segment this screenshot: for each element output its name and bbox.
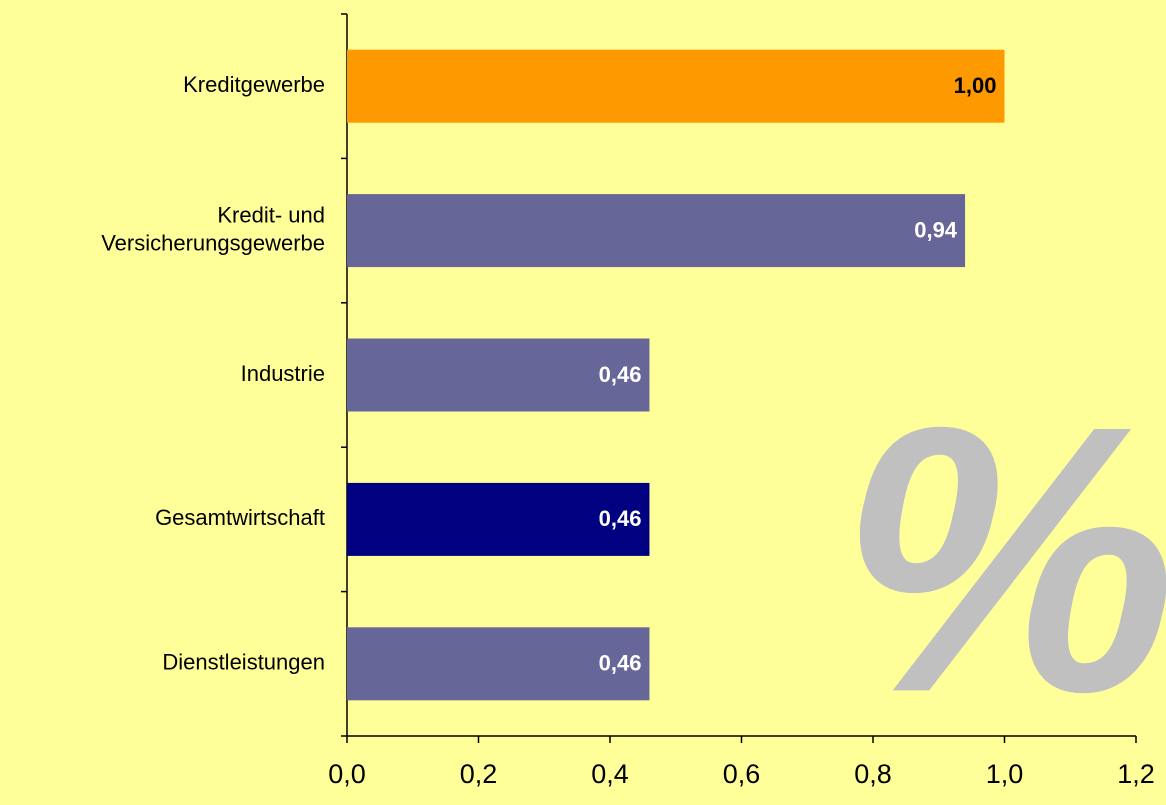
bar <box>347 194 966 268</box>
x-tick-label: 0,8 <box>854 759 892 789</box>
bar <box>347 338 650 412</box>
y-tick-label: Gesamtwirtschaft <box>155 505 325 530</box>
watermark: % <box>839 346 1166 771</box>
y-tick-label: Kreditgewerbe <box>183 72 325 97</box>
label-line: Versicherungsgewerbe <box>101 230 325 255</box>
x-tick-label: 0,6 <box>723 759 761 789</box>
x-tick-label: 1,0 <box>986 759 1024 789</box>
value-label: 0,46 <box>599 506 642 531</box>
x-tick-label: 1,2 <box>1117 759 1155 789</box>
value-label: 1,00 <box>954 73 997 98</box>
x-tick-label: 0,0 <box>328 759 366 789</box>
x-tick-label: 0,4 <box>591 759 629 789</box>
bar <box>347 627 650 701</box>
x-tick-label: 0,2 <box>460 759 498 789</box>
value-label: 0,46 <box>599 362 642 387</box>
y-tick-label: Kredit- und Versicherungsgewerbe <box>101 202 325 255</box>
label-line: Kredit- und <box>217 202 325 227</box>
y-tick-label: Industrie <box>241 361 325 386</box>
value-label: 0,94 <box>914 217 958 242</box>
bar <box>347 49 1005 123</box>
value-label: 0,46 <box>599 651 642 676</box>
y-tick-label: Dienstleistungen <box>162 650 325 675</box>
bar <box>347 482 650 556</box>
